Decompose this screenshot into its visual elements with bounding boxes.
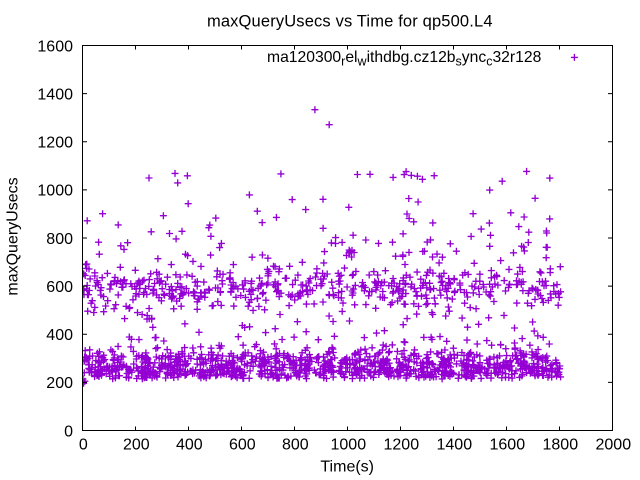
svg-text:1800: 1800 (543, 437, 579, 454)
svg-text:1600: 1600 (37, 38, 73, 55)
svg-text:0: 0 (79, 437, 88, 454)
svg-text:800: 800 (46, 231, 73, 248)
svg-text:400: 400 (176, 437, 203, 454)
svg-text:400: 400 (46, 327, 73, 344)
svg-text:2000: 2000 (596, 437, 632, 454)
svg-text:800: 800 (282, 437, 309, 454)
svg-text:1400: 1400 (37, 86, 73, 103)
svg-text:maxQueryUsecs vs Time for qp50: maxQueryUsecs vs Time for qp500.L4 (207, 13, 493, 31)
svg-text:1000: 1000 (37, 183, 73, 200)
svg-text:1600: 1600 (490, 437, 526, 454)
svg-text:Time(s): Time(s) (320, 458, 374, 475)
svg-text:0: 0 (64, 423, 73, 440)
svg-text:1200: 1200 (384, 437, 420, 454)
svg-text:600: 600 (46, 279, 73, 296)
svg-text:maxQueryUsecs: maxQueryUsecs (5, 177, 22, 295)
svg-text:600: 600 (229, 437, 256, 454)
svg-text:200: 200 (123, 437, 150, 454)
svg-text:ma120300relwithdbg.cz12bsyncc3: ma120300relwithdbg.cz12bsyncc32r128 (267, 49, 542, 69)
svg-text:1000: 1000 (331, 437, 367, 454)
svg-text:200: 200 (46, 375, 73, 392)
svg-text:1200: 1200 (37, 135, 73, 152)
svg-text:1400: 1400 (437, 437, 473, 454)
